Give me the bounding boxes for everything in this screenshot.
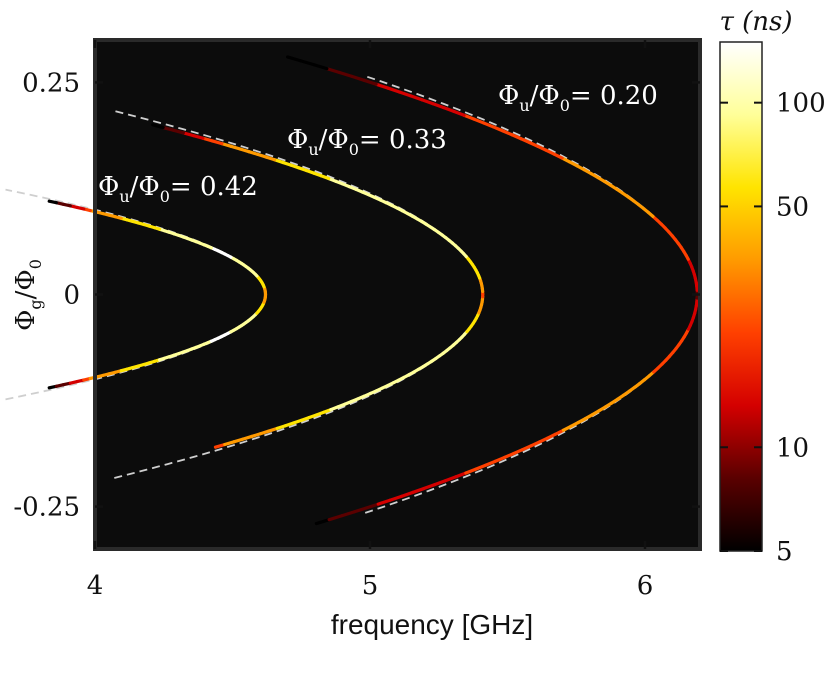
- colorbar-tick-label: 5: [776, 537, 793, 567]
- data-trace-segment: [201, 136, 215, 143]
- series-label: Φu/Φ0= 0.33: [287, 125, 447, 159]
- data-trace-segment: [376, 498, 392, 506]
- data-trace-segment: [374, 82, 390, 90]
- data-trace-segment: [210, 139, 224, 146]
- x-tick-label: 5: [362, 571, 379, 601]
- data-trace-segment: [314, 518, 331, 526]
- fit-curve: [364, 75, 699, 514]
- data-trace-segment: [397, 90, 413, 98]
- colorbar-title: τ (ns): [719, 7, 792, 37]
- curves-layer: [5, 55, 699, 526]
- data-trace-segment: [386, 86, 402, 94]
- y-tick-label: -0.25: [13, 493, 80, 523]
- data-trace-segment: [161, 125, 175, 132]
- data-trace-segment: [472, 117, 486, 125]
- data-trace-segment: [350, 74, 366, 82]
- data-trace-segment: [482, 121, 496, 129]
- data-trace-segment: [433, 479, 447, 487]
- data-trace-segment: [191, 133, 205, 140]
- y-axis-label: Φg/Φ0: [11, 259, 45, 331]
- data-trace-segment: [388, 494, 404, 502]
- data-trace-segment: [327, 514, 344, 522]
- y-tick-label: 0: [63, 281, 80, 311]
- colorbar-ticks: 5 10 50 100: [720, 89, 826, 567]
- data-trace-segment: [409, 94, 424, 102]
- data-trace-segment: [325, 67, 342, 75]
- svg-text:Φg/Φ0: Φg/Φ0: [11, 259, 45, 331]
- data-trace-segment: [493, 455, 507, 463]
- data-trace-segment: [510, 133, 523, 141]
- x-tick-label: 4: [87, 571, 104, 601]
- data-trace-segment: [452, 109, 466, 117]
- axis-ticks: 4 5 6 0.25 0 -0.25: [13, 40, 700, 601]
- colorbar-tick-label: 50: [776, 192, 809, 222]
- data-trace-segment: [181, 131, 195, 138]
- data-trace-segment: [299, 59, 316, 67]
- x-axis-label: frequency [GHz]: [331, 609, 533, 640]
- data-trace-segment: [171, 128, 185, 135]
- data-trace-segment: [337, 70, 354, 79]
- data-trace-segment: [454, 471, 468, 479]
- data-trace-segment: [501, 129, 514, 137]
- data-trace-segment: [352, 506, 368, 514]
- annotations-layer: Φu/Φ0= 0.42 Φu/Φ0= 0.33 Φu/Φ0= 0.20: [98, 81, 658, 206]
- colorbar: [719, 41, 763, 552]
- data-trace-segment: [286, 55, 303, 63]
- data-trace-segment: [484, 459, 497, 467]
- colorbar-tick-label: 100: [776, 89, 826, 119]
- data-trace-segment: [474, 463, 488, 471]
- data-trace-segment: [502, 451, 516, 460]
- data-trace-segment: [151, 123, 165, 130]
- fit-curve: [114, 110, 484, 479]
- data-trace-segment: [364, 502, 380, 510]
- data-trace-segment: [443, 475, 458, 483]
- data-trace-segment: [362, 78, 378, 86]
- series-label: Φu/Φ0= 0.42: [98, 172, 258, 206]
- data-trace-segment: [431, 102, 446, 110]
- data-trace-segment: [422, 483, 437, 491]
- plot-area: [95, 40, 700, 549]
- data-trace-segment: [511, 448, 525, 456]
- data-trace-segment: [464, 467, 478, 475]
- data-trace-segment: [411, 486, 426, 495]
- data-trace-segment: [47, 199, 58, 205]
- data-trace-segment: [213, 442, 227, 449]
- data-trace-segment: [340, 510, 356, 518]
- data-trace-segment: [491, 125, 505, 133]
- data-trace-segment: [399, 490, 415, 498]
- series-label: Φu/Φ0= 0.20: [498, 81, 658, 115]
- data-trace-segment: [420, 98, 435, 106]
- data-trace-segment: [441, 105, 456, 114]
- colorbar-tick-label: 10: [776, 433, 809, 463]
- data-trace-segment: [312, 63, 329, 71]
- x-tick-label: 6: [637, 571, 654, 601]
- data-trace-segment: [462, 113, 476, 121]
- y-tick-label: 0.25: [22, 68, 80, 98]
